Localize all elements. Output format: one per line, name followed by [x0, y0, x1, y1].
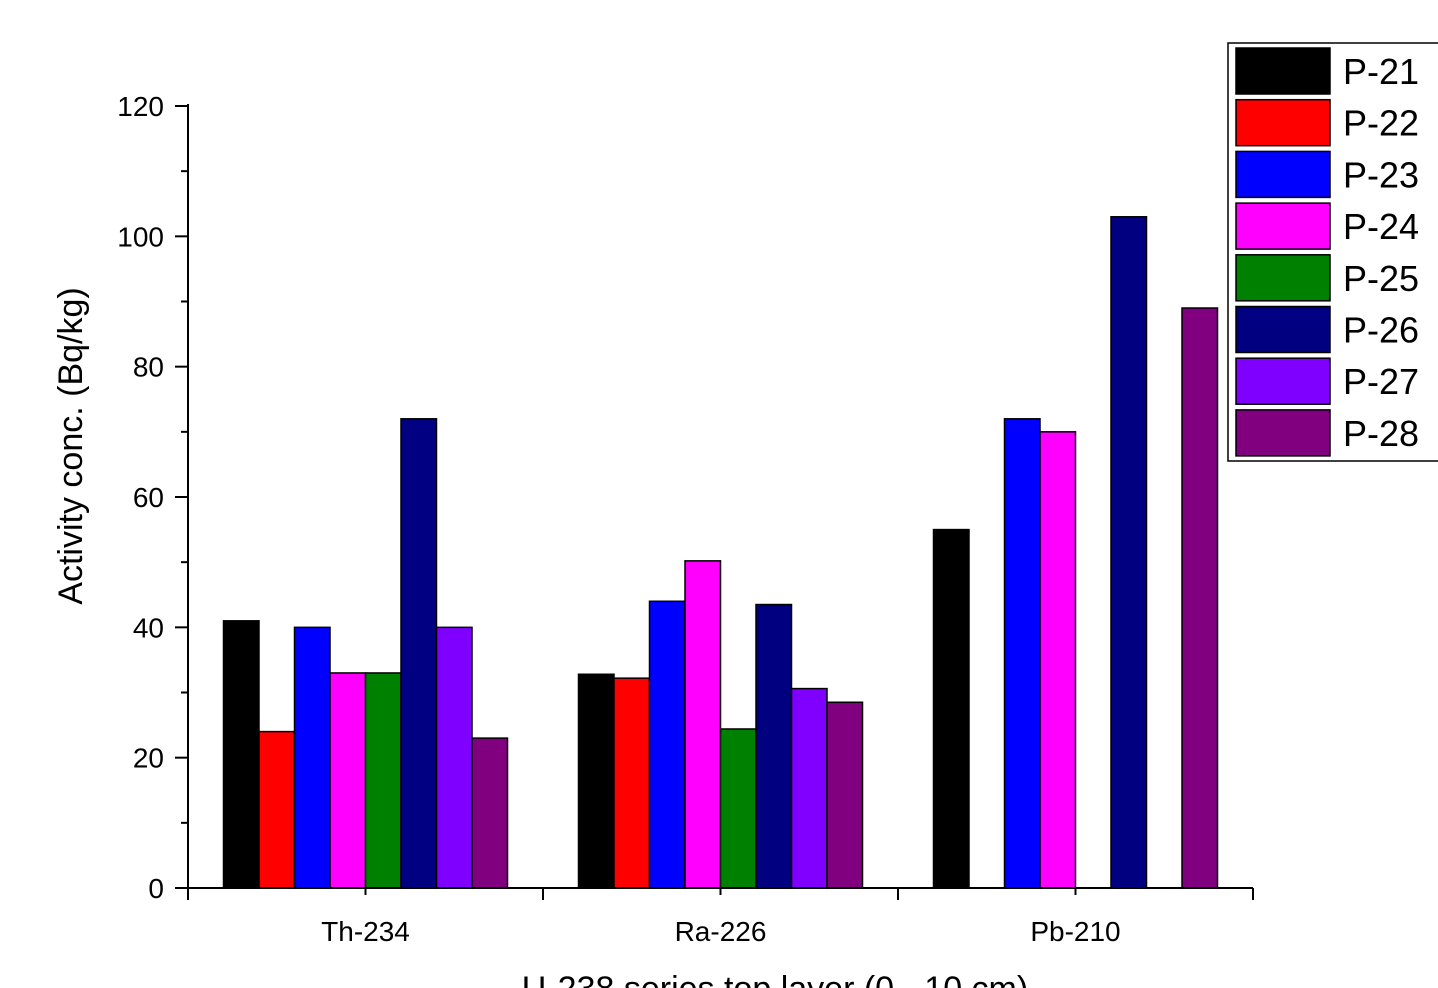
- legend-label-p-26: P-26: [1343, 310, 1419, 351]
- y-tick-label: 60: [133, 482, 164, 513]
- x-axis: Th-234 Ra-226 Pb-210: [187, 887, 1254, 947]
- plot-area: [222, 216, 1219, 889]
- bar-p-22-th-234: [258, 730, 296, 889]
- legend-label-p-22: P-22: [1343, 103, 1419, 144]
- bar-p-27-th-234: [435, 626, 473, 889]
- bar-p-23-th-234: [293, 626, 331, 889]
- y-tick-label: 0: [148, 873, 164, 904]
- x-tick-label: Pb-210: [1030, 916, 1120, 947]
- legend-label-p-24: P-24: [1343, 206, 1419, 247]
- legend-label-p-23: P-23: [1343, 154, 1419, 195]
- bar-p-24-pb-210: [1039, 431, 1077, 889]
- legend-swatch-p-24: [1235, 202, 1331, 250]
- legend-swatch-p-25: [1235, 254, 1331, 302]
- y-axis: 0 20 40 60 80 100 120: [117, 91, 189, 904]
- legend-swatch-p-21: [1235, 47, 1331, 95]
- x-tick-label: Ra-226: [675, 916, 767, 947]
- y-tick-label: 100: [117, 221, 164, 252]
- legend-label-p-28: P-28: [1343, 413, 1419, 454]
- y-axis-title: Activity conc. (Bq/kg): [52, 287, 90, 604]
- legend-label-p-25: P-25: [1343, 258, 1419, 299]
- y-tick-label: 20: [133, 743, 164, 774]
- bar-p-26-ra-226: [755, 603, 793, 889]
- bar-p-27-ra-226: [790, 687, 828, 889]
- bar-p-24-ra-226: [684, 560, 722, 889]
- bar-p-21-ra-226: [577, 673, 615, 889]
- bar-p-25-ra-226: [719, 728, 757, 889]
- y-tick-label: 40: [133, 612, 164, 643]
- bar-p-26-pb-210: [1110, 216, 1148, 889]
- bar-p-21-pb-210: [932, 528, 970, 889]
- bar-p-25-th-234: [364, 672, 402, 889]
- x-tick-label: Th-234: [321, 916, 410, 947]
- bar-p-24-th-234: [329, 672, 367, 889]
- legend-swatch-p-22: [1235, 98, 1331, 147]
- bar-p-23-ra-226: [648, 600, 686, 889]
- legend-swatch-p-26: [1235, 305, 1331, 354]
- bar-p-23-pb-210: [1003, 418, 1041, 889]
- legend-swatch-p-28: [1235, 409, 1331, 457]
- y-tick-label: 120: [117, 91, 164, 122]
- legend-label-p-21: P-21: [1343, 51, 1419, 92]
- legend-swatch-p-27: [1235, 357, 1331, 405]
- bar-p-26-th-234: [400, 418, 438, 889]
- x-axis-title: U-238 series top layer (0 - 10 cm): [522, 970, 1028, 988]
- legend-swatch-p-23: [1235, 150, 1331, 199]
- y-tick-label: 80: [133, 352, 164, 383]
- bar-p-28-ra-226: [826, 701, 864, 889]
- bar-p-22-ra-226: [613, 677, 651, 889]
- bar-p-21-th-234: [222, 620, 260, 889]
- bar-p-28-th-234: [471, 737, 509, 889]
- bar-p-28-pb-210: [1181, 307, 1219, 889]
- legend-label-p-27: P-27: [1343, 361, 1419, 402]
- legend: P-21 P-22 P-23 P-24 P-25 P-26 P-27 P-28: [1227, 42, 1438, 462]
